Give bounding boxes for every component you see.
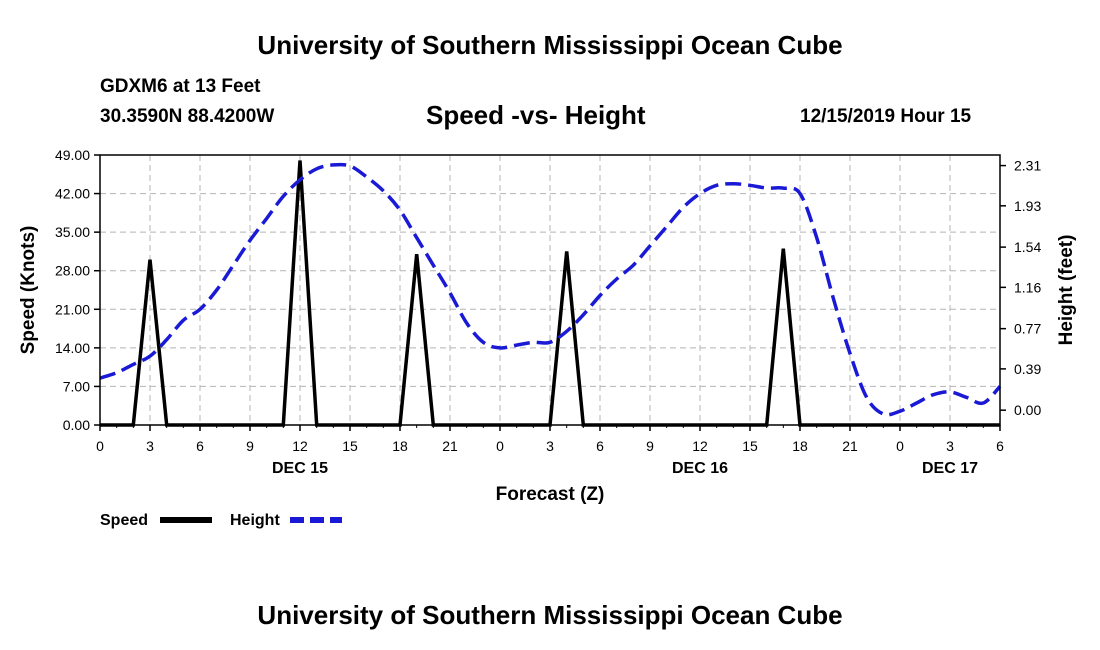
station-label: GDXM6 at 13 Feet [100, 76, 261, 97]
x-tick-label: 9 [646, 438, 654, 454]
x-axis-label: Forecast (Z) [496, 484, 605, 505]
x-tick-label: 15 [742, 438, 758, 454]
y-tick-label: 21.00 [55, 301, 90, 317]
y-right-tick-label: 0.00 [1014, 402, 1041, 418]
x-tick-label: 3 [946, 438, 954, 454]
x-tick-label: 6 [596, 438, 604, 454]
y-tick-label: 7.00 [63, 378, 90, 394]
x-tick-label: 6 [996, 438, 1004, 454]
x-tick-label: 3 [146, 438, 154, 454]
x-tick-label: 0 [896, 438, 904, 454]
legend-height-label: Height [230, 512, 280, 529]
footer-title: University of Southern Mississippi Ocean… [257, 600, 843, 630]
forecast-date-label: 12/15/2019 Hour 15 [800, 106, 972, 127]
y-tick-label: 14.00 [55, 340, 90, 356]
day-label: DEC 16 [672, 460, 728, 477]
day-label: DEC 15 [272, 460, 328, 477]
x-tick-label: 9 [246, 438, 254, 454]
x-tick-label: 6 [196, 438, 204, 454]
y-axis-label: Speed (Knots) [18, 226, 39, 355]
y-tick-label: 28.00 [55, 263, 90, 279]
x-tick-label: 18 [392, 438, 408, 454]
x-tick-label: 0 [496, 438, 504, 454]
y-right-tick-label: 0.77 [1014, 321, 1041, 337]
x-tick-label: 21 [442, 438, 458, 454]
x-tick-label: 18 [792, 438, 808, 454]
speed-series-line [100, 160, 1000, 427]
x-tick-label: 12 [292, 438, 308, 454]
coordinates-label: 30.3590N 88.4200W [100, 106, 275, 127]
x-tick-label: 3 [546, 438, 554, 454]
y-right-tick-label: 1.93 [1014, 198, 1041, 214]
y-right-tick-label: 1.16 [1014, 279, 1041, 295]
x-tick-label: 21 [842, 438, 858, 454]
page-title: University of Southern Mississippi Ocean… [257, 30, 843, 60]
x-tick-label: 15 [342, 438, 358, 454]
y-right-tick-label: 1.54 [1014, 239, 1041, 255]
x-tick-label: 12 [692, 438, 708, 454]
y-tick-label: 49.00 [55, 147, 90, 163]
chart-title: Speed -vs- Height [426, 100, 646, 130]
y-tick-label: 0.00 [63, 417, 90, 433]
y-right-tick-label: 2.31 [1014, 158, 1041, 174]
y-tick-label: 42.00 [55, 186, 90, 202]
legend-speed-label: Speed [100, 512, 148, 529]
x-tick-label: 0 [96, 438, 104, 454]
y-tick-label: 35.00 [55, 224, 90, 240]
y-right-tick-label: 0.39 [1014, 361, 1041, 377]
day-label: DEC 17 [922, 460, 978, 477]
height-series-line [99, 162, 1002, 417]
y-axis-right-label: Height (feet) [1056, 235, 1077, 346]
